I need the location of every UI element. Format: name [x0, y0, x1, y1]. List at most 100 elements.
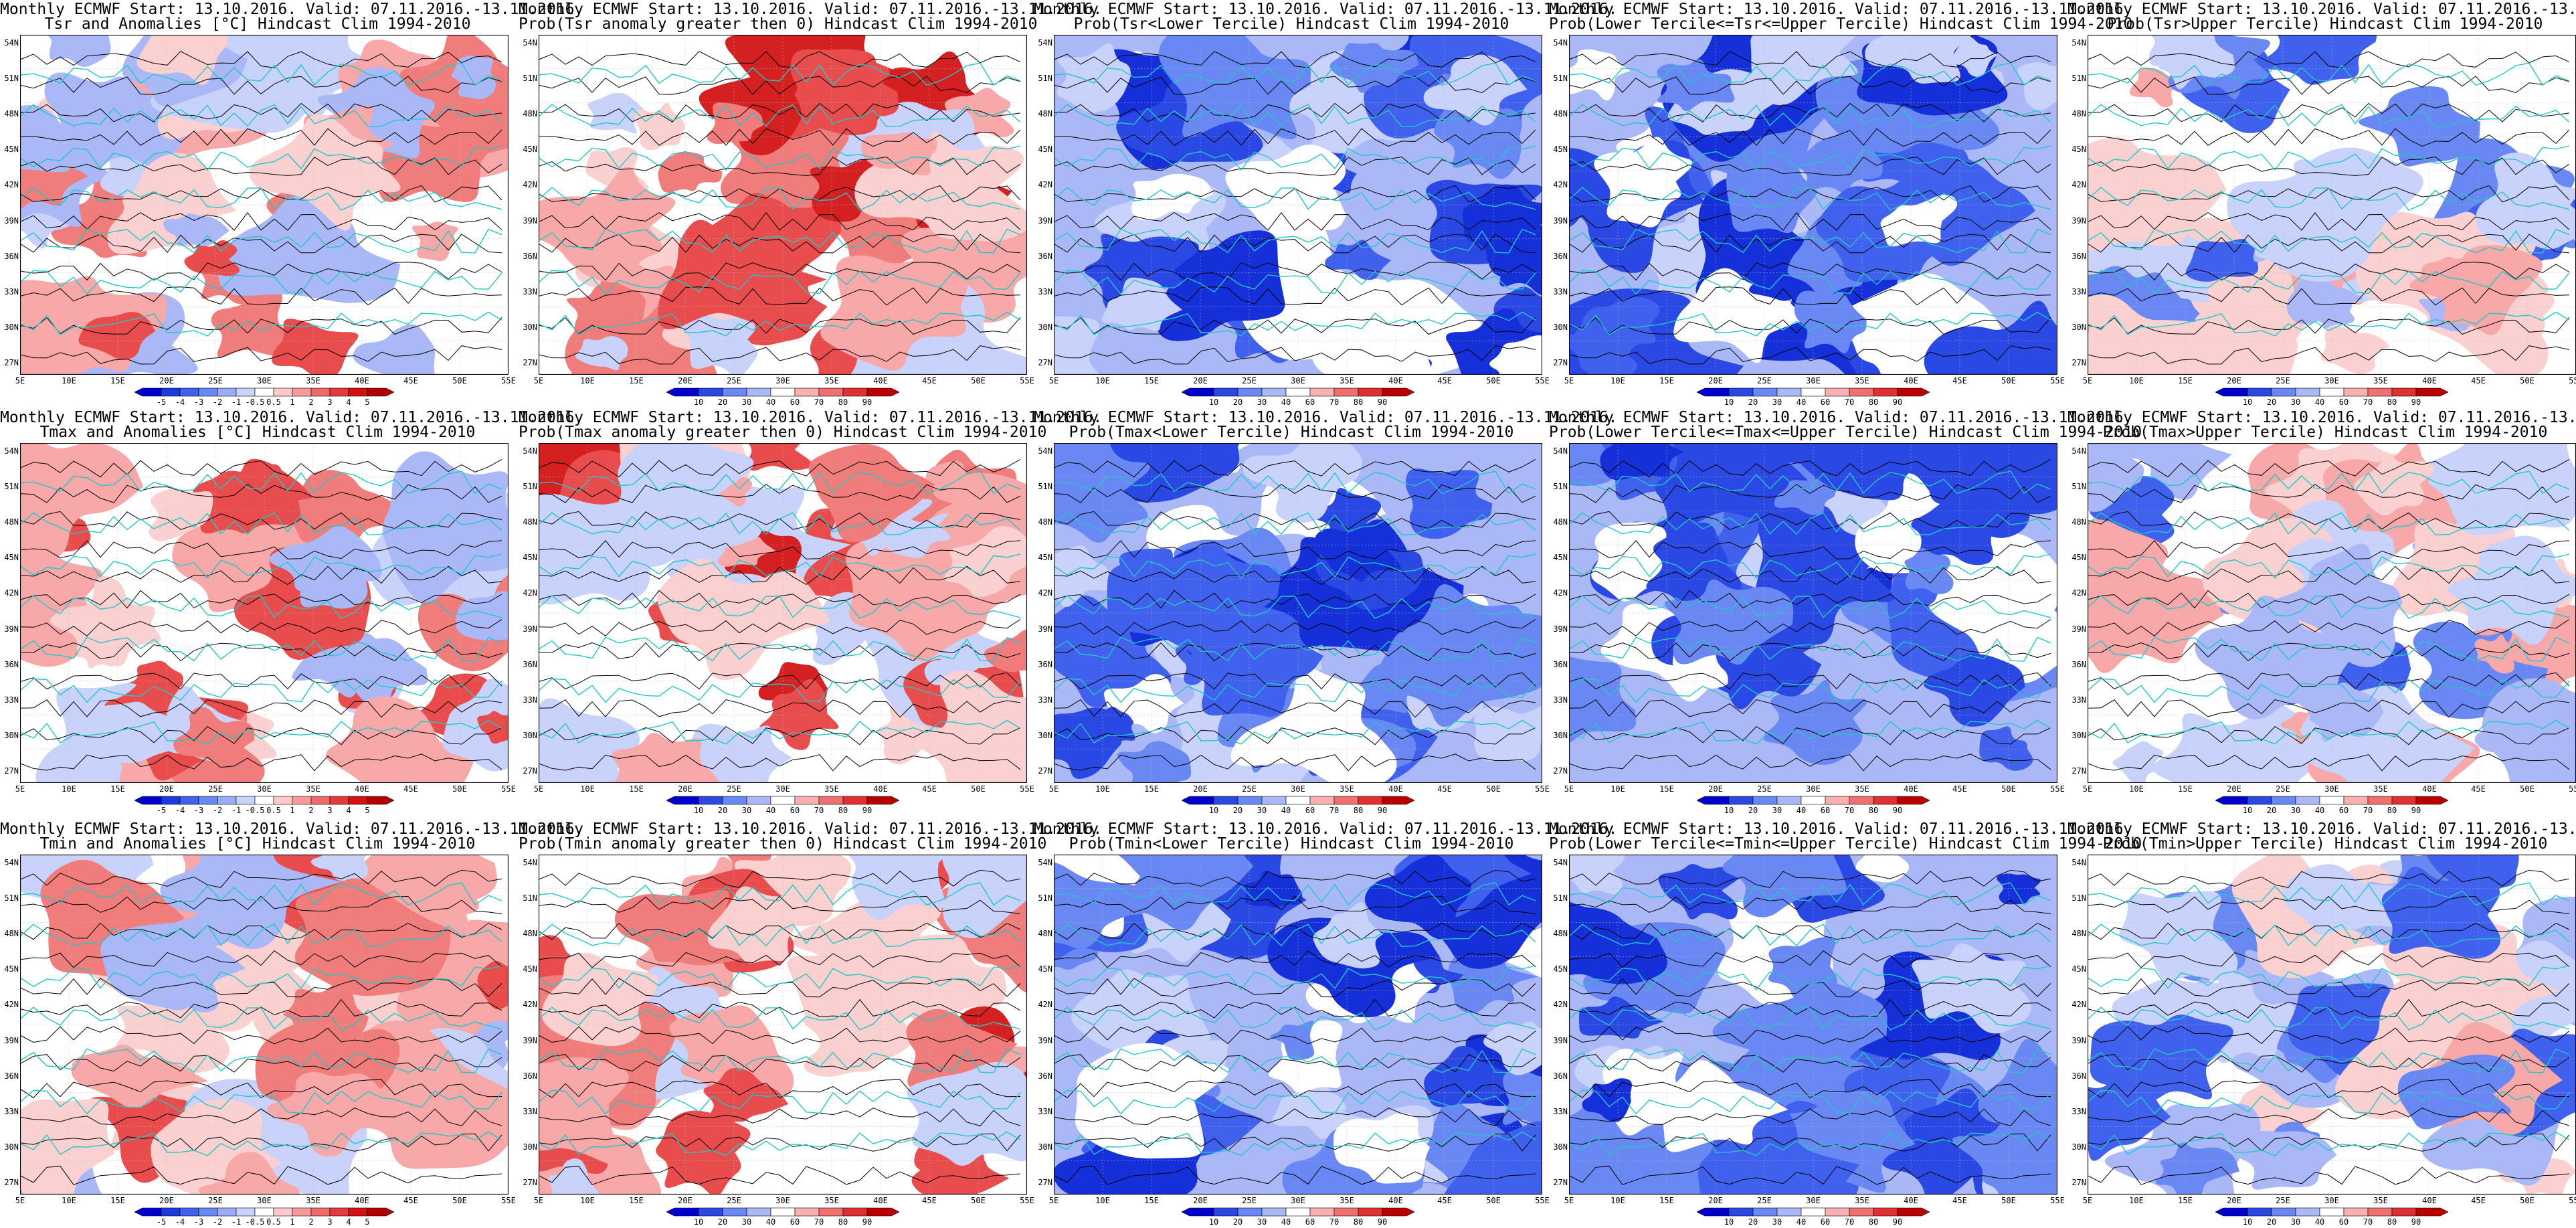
shaded-area: [696, 193, 842, 294]
shaded-area: [442, 679, 509, 772]
colorbar-label: 20: [1748, 1217, 1758, 1227]
colorbar-label: 30: [1772, 1217, 1782, 1227]
isotherm-line: [1054, 156, 1536, 176]
longitude-label: 30E: [1806, 784, 1821, 794]
latitude-label: 51N: [2072, 74, 2086, 84]
colorbar-label: -0.5: [245, 806, 265, 815]
panel-tmax-4: Monthly ECMWF Start: 13.10.2016. Valid: …: [1549, 408, 2142, 815]
coastline: [20, 553, 502, 580]
colorbar-label: 60: [790, 1217, 800, 1227]
latitude-label: 33N: [1038, 695, 1052, 705]
coastline: [1054, 1089, 1536, 1115]
colorbar-swatch: [722, 1207, 747, 1217]
colorbar-swatch: [348, 796, 368, 805]
latitude-label: 36N: [1553, 251, 1568, 261]
coastline: [1054, 62, 1536, 86]
coastline: [1054, 270, 1536, 295]
map-frame: [1054, 443, 1542, 783]
colorbar-swatch: [2319, 1207, 2344, 1217]
coastline: [20, 965, 502, 991]
panel-title-line2: Prob(Tmin<Lower Tercile) Hindcast Clim 1…: [1069, 835, 1514, 853]
longitude-label: 20E: [678, 1196, 693, 1205]
longitude-label: 5E: [1048, 784, 1059, 794]
colorbar-swatch: [2215, 1207, 2248, 1217]
longitude-label: 35E: [1340, 1196, 1354, 1205]
isotherm-line: [20, 102, 502, 122]
colorbar-label: 5: [365, 1217, 370, 1227]
map-frame: [539, 855, 1027, 1195]
colorbar-label: 40: [1281, 806, 1291, 815]
isotherm-line: [2088, 156, 2570, 176]
panel-title-line1: Monthly ECMWF Start: 13.10.2016. Valid: …: [519, 1, 1103, 18]
latitude-label: 33N: [1553, 695, 1568, 705]
colorbar: 10 20 30 40 60 70 80 90: [1181, 795, 1415, 816]
latitude-label: 36N: [4, 251, 19, 261]
longitude-label: 20E: [1708, 376, 1723, 385]
latitude-label: 45N: [1038, 145, 1052, 155]
colorbar-swatch: [179, 1207, 199, 1217]
shaded-area: [1054, 316, 1100, 375]
isotherm-line: [2088, 345, 2570, 365]
colorbar-swatch: [273, 1207, 293, 1217]
colorbar-swatch: [1309, 796, 1335, 805]
shaded-area: [163, 213, 229, 246]
colorbar-swatch: [698, 387, 723, 397]
colorbar-label: 40: [1796, 398, 1807, 407]
colorbar-label: 10: [1724, 1217, 1734, 1227]
colorbar-label: 3: [327, 806, 333, 815]
colorbar-label: 70: [814, 1217, 824, 1227]
colorbar-swatch: [1333, 1207, 1359, 1217]
shaded-area: [136, 35, 228, 85]
latitude-label: 33N: [4, 1106, 19, 1116]
longitude-label: 55E: [1535, 376, 1550, 385]
colorbar-swatch: [134, 387, 162, 397]
latitude-label: 54N: [2072, 858, 2086, 867]
longitude-label: 5E: [15, 1196, 25, 1205]
longitude-label: 30E: [1806, 376, 1821, 385]
isotherm-line: [1569, 922, 2051, 940]
isotherm-line: [2088, 1079, 2570, 1099]
map-canvas: [20, 443, 509, 783]
isotherm-line: [2088, 1026, 2570, 1045]
isotherm-line: [1054, 458, 1536, 478]
coastline: [539, 595, 1021, 619]
latitude-label: 51N: [523, 893, 537, 903]
panel-title-line1: Monthly ECMWF Start: 13.10.2016. Valid: …: [1034, 409, 1618, 426]
colorbar-swatch: [1237, 1207, 1263, 1217]
colorbar-label: -2: [212, 398, 223, 407]
coastline: [2088, 678, 2570, 703]
latitude-label: 42N: [2072, 588, 2086, 598]
coastline: [1569, 882, 2051, 906]
map-frame: [1569, 855, 2057, 1195]
shaded-area: [658, 151, 723, 193]
latitude-label: 42N: [2072, 1000, 2086, 1010]
colorbar-swatches: [134, 387, 395, 397]
isotherm-line: [539, 869, 1021, 888]
coastline: [539, 512, 1021, 536]
latitude-label: 45N: [1038, 553, 1052, 563]
isotherm-line: [2088, 672, 2570, 690]
coastline: [1054, 924, 1536, 948]
longitude-label: 20E: [2227, 376, 2241, 385]
longitude-label: 30E: [775, 376, 790, 385]
isotherm-line: [1054, 725, 1536, 745]
colorbar-label: 60: [1305, 806, 1315, 815]
colorbar-swatch: [2343, 1207, 2369, 1217]
latitude-label: 36N: [523, 659, 537, 669]
isotherm-line: [20, 998, 502, 1019]
colorbar-swatch: [1897, 387, 1930, 397]
colorbar-swatch: [198, 1207, 218, 1217]
colorbar-swatch: [1261, 796, 1287, 805]
longitude-label: 35E: [306, 784, 320, 794]
shaded-area: [2283, 864, 2414, 935]
colorbar-swatch: [2247, 387, 2272, 397]
latitude-label: 42N: [523, 180, 537, 190]
latitude-label: 27N: [4, 1178, 19, 1187]
colorbar-label: 90: [862, 1217, 872, 1227]
latitude-label: 42N: [4, 588, 19, 598]
shaded-area: [1662, 1060, 1788, 1152]
colorbar-swatch: [198, 796, 218, 805]
colorbar-swatch: [1261, 1207, 1287, 1217]
shaded-area: [1075, 1043, 1229, 1159]
shaded-area: [1655, 443, 1813, 532]
